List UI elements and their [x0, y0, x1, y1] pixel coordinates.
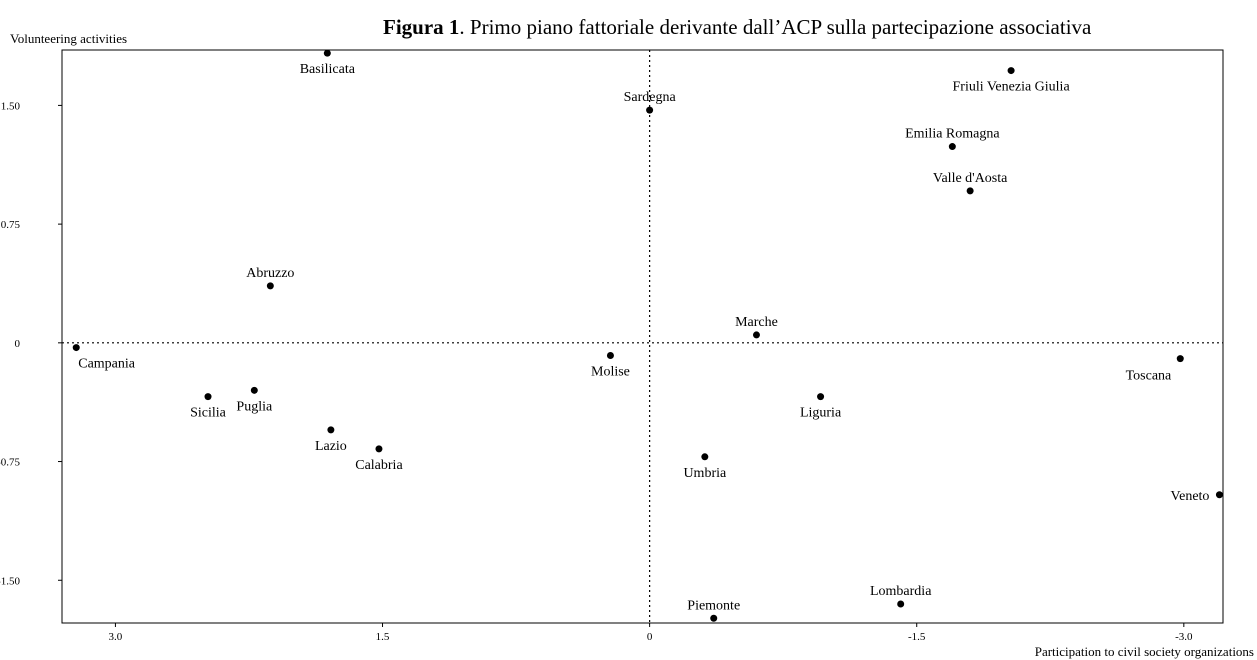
- point-label: Liguria: [800, 406, 842, 421]
- data-point: [752, 331, 760, 339]
- point-label: Friuli Venezia Giulia: [953, 80, 1071, 95]
- data-point: [817, 393, 825, 401]
- data-points: Basilicata Sardegna Friuli Venezia Giulia E…: [72, 49, 1223, 622]
- data-point: [1176, 355, 1184, 363]
- figure-label: Figura 1: [383, 15, 459, 39]
- data-point: [606, 351, 614, 359]
- figure-title-text: . Primo piano fattoriale derivante dall’…: [459, 15, 1092, 39]
- data-point: [204, 393, 212, 401]
- point-label: Lombardia: [870, 584, 932, 599]
- data-point: [646, 106, 654, 114]
- point-label: Abruzzo: [246, 266, 294, 281]
- x-tick-label: -3.0: [1175, 631, 1193, 643]
- data-point: [701, 453, 709, 461]
- point-label: Piemonte: [687, 598, 740, 613]
- point-label: Puglia: [236, 399, 273, 414]
- data-point: [966, 187, 974, 195]
- data-point: [375, 445, 383, 453]
- point-label: Emilia Romagna: [905, 127, 1000, 142]
- point-label: Sicilia: [190, 406, 227, 421]
- point-label: Marche: [735, 315, 778, 330]
- point-label: Umbria: [683, 466, 727, 481]
- plot-area-frame: [61, 49, 1224, 624]
- data-point: [1007, 67, 1015, 75]
- data-point: [266, 282, 274, 290]
- point-label: Lazio: [315, 439, 347, 454]
- x-tick-label: 1.5: [376, 631, 390, 643]
- y-axis-ticks: 1.50 0.75 0 -0.75 -1.50: [0, 100, 62, 587]
- point-label: Sardegna: [624, 90, 677, 105]
- point-label: Valle d'Aosta: [933, 171, 1008, 186]
- x-tick-label: 0: [647, 631, 653, 643]
- point-label: Calabria: [355, 458, 403, 473]
- y-tick-label: -1.50: [0, 575, 20, 587]
- point-label: Veneto: [1171, 489, 1210, 504]
- y-tick-label: 1.50: [1, 100, 21, 112]
- data-point: [250, 386, 258, 394]
- y-tick-label: 0: [15, 338, 21, 350]
- point-label: Molise: [591, 364, 630, 379]
- x-tick-label: -1.5: [908, 631, 926, 643]
- point-label: Basilicata: [300, 62, 356, 77]
- data-point: [1215, 491, 1223, 499]
- y-tick-label: 0.75: [1, 219, 21, 231]
- reference-lines: [62, 50, 1223, 623]
- x-tick-label: 3.0: [109, 631, 123, 643]
- data-point: [72, 344, 80, 352]
- y-tick-label: -0.75: [0, 457, 20, 469]
- data-point: [948, 143, 956, 151]
- x-axis-ticks: 3.0 1.5 0 -1.5 -3.0: [109, 623, 1193, 643]
- x-axis-title: Participation to civil society organizat…: [1035, 644, 1254, 659]
- y-axis-title: Volunteering activities: [10, 31, 127, 46]
- data-point: [327, 426, 335, 434]
- data-point: [710, 614, 718, 622]
- point-label: Toscana: [1126, 369, 1172, 384]
- figure-title: Figura 1. Primo piano fattoriale derivan…: [383, 15, 1092, 39]
- point-label: Campania: [78, 357, 136, 372]
- data-point: [323, 49, 331, 57]
- data-point: [897, 600, 905, 608]
